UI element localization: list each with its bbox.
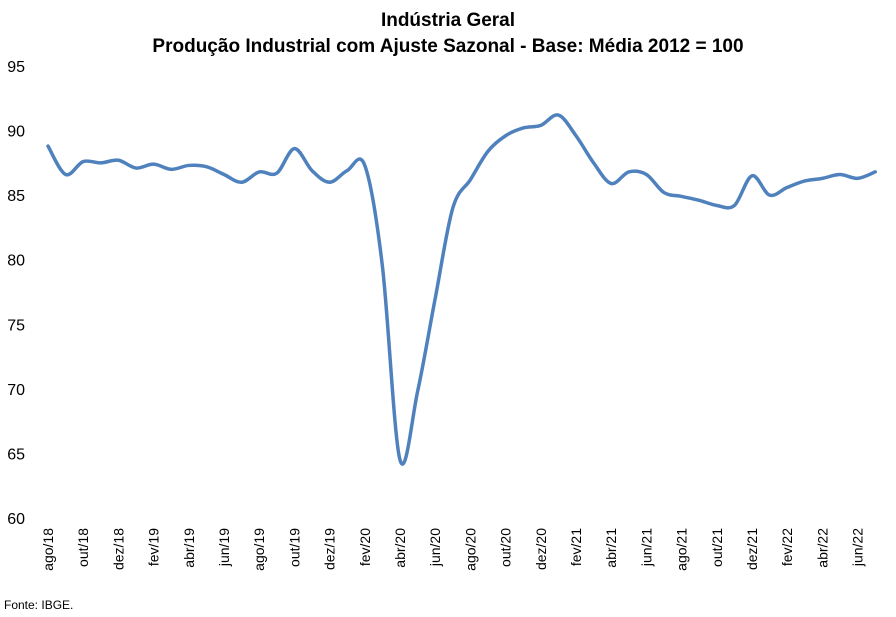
x-tick-label: out/20 <box>498 528 514 567</box>
y-tick-label: 60 <box>7 511 25 528</box>
series-layer <box>46 113 877 466</box>
chart-title-line: Indústria Geral <box>380 10 516 31</box>
x-tick-label: fev/19 <box>146 528 162 566</box>
x-tick-label: jun/19 <box>216 528 232 567</box>
x-axis: ago/18 out/18 dez/18 fev/19 abr/19 jun/19 ago/… <box>40 528 866 571</box>
y-tick-label: 95 <box>7 59 25 76</box>
x-tick-label: jun/20 <box>427 528 443 567</box>
y-tick-label: 90 <box>7 124 25 141</box>
x-tick-label: fev/22 <box>779 528 795 566</box>
x-tick-label: dez/20 <box>533 528 549 570</box>
chart-subtitle: Produção Industrial com Ajuste Sazonal -… <box>152 36 744 57</box>
x-tick-label: abr/20 <box>392 528 408 568</box>
y-axis: 60 65 70 75 80 85 90 95 <box>7 59 25 528</box>
y-tick-label: 80 <box>7 253 25 270</box>
x-tick-label: abr/19 <box>181 528 197 568</box>
y-tick-label: 75 <box>7 317 25 334</box>
x-tick-label: out/21 <box>709 528 725 567</box>
x-tick-label: fev/20 <box>357 528 373 566</box>
y-tick-label: 85 <box>7 188 25 205</box>
y-tick-label: 70 <box>7 382 25 399</box>
x-tick-label: dez/18 <box>110 528 126 570</box>
x-tick-label: fev/21 <box>568 528 584 566</box>
x-tick-label: ago/21 <box>674 528 690 571</box>
x-tick-label: ago/19 <box>251 528 267 571</box>
x-tick-label: ago/18 <box>40 528 56 571</box>
x-tick-label: jun/22 <box>850 528 866 567</box>
series-line <box>46 113 877 466</box>
x-tick-label: abr/22 <box>814 528 830 568</box>
x-tick-label: out/19 <box>286 528 302 567</box>
x-tick-label: jun/21 <box>638 528 654 567</box>
x-tick-label: ago/20 <box>462 528 478 571</box>
chart-title: Indústria Geral Produção Industrial com … <box>0 8 896 60</box>
source-note: Fonte: IBGE. <box>4 598 74 612</box>
x-tick-label: out/18 <box>75 528 91 567</box>
x-tick-label: dez/21 <box>744 528 760 570</box>
x-tick-label: abr/21 <box>603 528 619 568</box>
y-tick-label: 65 <box>7 446 25 463</box>
x-tick-label: dez/19 <box>322 528 338 570</box>
